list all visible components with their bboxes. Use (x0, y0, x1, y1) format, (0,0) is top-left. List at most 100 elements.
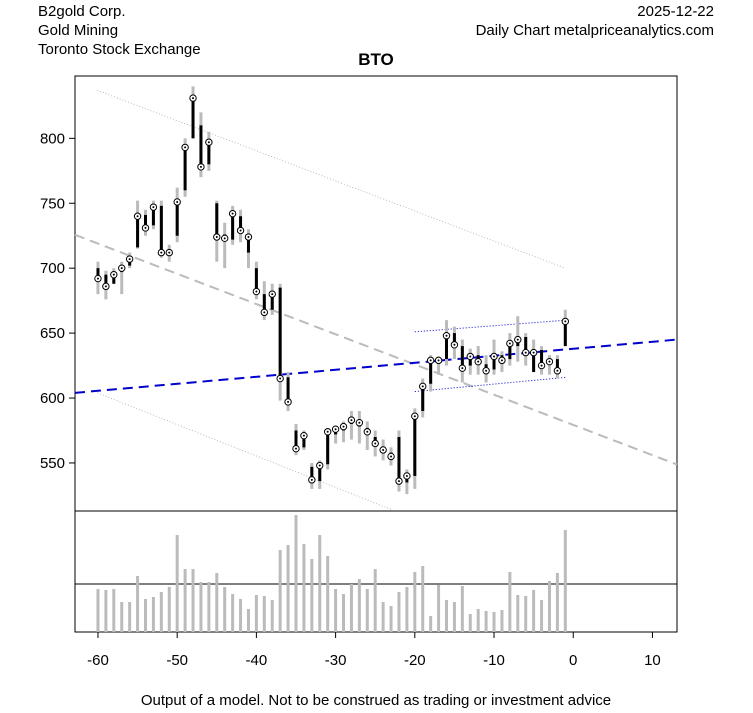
volume-bar (555, 573, 559, 632)
volume-bar (326, 556, 330, 632)
close-dot (104, 285, 107, 288)
close-dot (342, 425, 345, 428)
volume-bar (389, 606, 393, 632)
volume-bar (286, 545, 290, 632)
volume-bar (524, 596, 528, 632)
x-tick-label: -40 (246, 652, 268, 669)
volume-bar (294, 515, 298, 632)
close-dot (564, 320, 567, 323)
volume-bar (540, 600, 544, 632)
close-dot (382, 448, 385, 451)
volume-bar (183, 569, 187, 632)
close-dot (540, 364, 543, 367)
volume-bar (349, 584, 353, 632)
exchange: Toronto Stock Exchange (38, 41, 201, 58)
close-dot (390, 455, 393, 458)
volume-bar (262, 596, 266, 632)
volume-bar (239, 599, 243, 632)
close-dot (199, 165, 202, 168)
close-dot (223, 237, 226, 240)
close-dot (461, 367, 464, 370)
y-tick-label: 600 (40, 390, 65, 407)
volume-bar (476, 609, 480, 632)
y-tick-label: 700 (40, 260, 65, 277)
close-dot (469, 355, 472, 358)
close-dot (366, 430, 369, 433)
close-dot (136, 215, 139, 218)
volume-bar (421, 566, 425, 632)
close-dot (437, 359, 440, 362)
model-line (97, 89, 566, 269)
volume-bar (215, 573, 219, 632)
close-dot (279, 377, 282, 380)
model-line (74, 233, 678, 466)
volume-bar (270, 600, 274, 632)
close-dot (215, 236, 218, 239)
x-tick-label: -30 (325, 652, 347, 669)
volume-bar (302, 544, 306, 632)
volume-bar (159, 592, 163, 632)
close-dot (516, 338, 519, 341)
volume-bar (468, 614, 472, 632)
source: Daily Chart metalpriceanalytics.com (476, 22, 714, 39)
volume-bar (191, 569, 195, 632)
company: B2gold Corp. (38, 3, 126, 20)
model-line (74, 338, 678, 394)
volume-bar (112, 589, 116, 632)
close-dot (453, 343, 456, 346)
volume-bar (143, 599, 147, 632)
close-dot (247, 236, 250, 239)
volume-bar (334, 589, 338, 632)
close-dot (421, 385, 424, 388)
close-dot (263, 311, 266, 314)
volume-bar (484, 611, 488, 632)
close-dot (231, 212, 234, 215)
close-dot (192, 97, 195, 100)
close-dot (128, 258, 131, 261)
volume-bar (104, 590, 108, 632)
volume-bar (405, 587, 409, 632)
close-dot (96, 277, 99, 280)
close-dot (350, 419, 353, 422)
volume-bar (460, 586, 464, 632)
close-dot (397, 480, 400, 483)
volume-bar (373, 569, 377, 632)
close-dot (152, 206, 155, 209)
volume-bar (207, 582, 211, 632)
volume-bar (397, 592, 401, 632)
volume-bar (96, 589, 100, 632)
volume-bar (128, 602, 132, 632)
close-dot (374, 442, 377, 445)
close-dot (168, 251, 171, 254)
volume-bar (516, 595, 520, 632)
close-dot (239, 229, 242, 232)
volume-bar (413, 572, 417, 632)
volume-bar (381, 602, 385, 632)
close-dot (144, 226, 147, 229)
chart-title: BTO (358, 50, 394, 69)
volume-bar (136, 576, 140, 632)
close-dot (485, 369, 488, 372)
close-dot (413, 415, 416, 418)
close-dot (271, 293, 274, 296)
y-tick-label: 550 (40, 455, 65, 472)
close-dot (160, 251, 163, 254)
close-dot (294, 447, 297, 450)
close-dot (176, 200, 179, 203)
volume-bar (452, 602, 456, 632)
close-dot (493, 355, 496, 358)
close-dot (445, 334, 448, 337)
date: 2025-12-22 (637, 3, 714, 20)
volume-bar (342, 594, 346, 632)
close-dot (302, 434, 305, 437)
model-line (96, 392, 396, 512)
volume-bar (437, 585, 441, 632)
close-dot (112, 273, 115, 276)
close-dot (500, 359, 503, 362)
volume-bar (120, 602, 124, 632)
x-tick-label: -20 (404, 652, 426, 669)
volume-bar (318, 535, 322, 632)
close-dot (532, 351, 535, 354)
volume-bar (175, 535, 179, 632)
y-tick-label: 750 (40, 195, 65, 212)
